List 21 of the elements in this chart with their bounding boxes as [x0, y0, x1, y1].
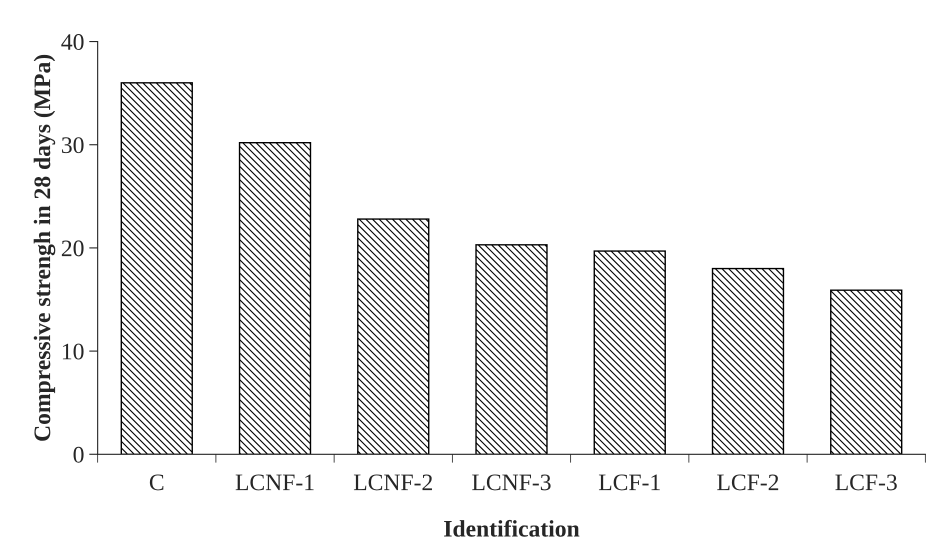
bar	[475, 244, 548, 454]
y-axis-title: Compressive strengh in 28 days (MPa)	[34, 54, 56, 441]
y-tick-label: 40	[61, 34, 84, 50]
x-tick-label: LCNF-1	[236, 474, 314, 490]
bar	[712, 268, 784, 454]
x-tick-label: LCNF-2	[354, 474, 432, 490]
bar	[120, 82, 193, 454]
x-tick-label: LCNF-3	[472, 474, 551, 490]
y-tick-label: 0	[74, 446, 84, 463]
bar	[594, 250, 666, 454]
bar	[357, 218, 430, 454]
bar	[238, 142, 312, 454]
x-tick-label: LCF-1	[598, 474, 660, 490]
y-tick-label: 10	[62, 344, 84, 360]
x-tick-label: C	[150, 474, 164, 490]
x-axis-title: Identification	[444, 520, 580, 537]
y-tick-label: 30	[62, 137, 84, 154]
y-tick-label: 20	[62, 240, 84, 256]
x-tick-label: LCF-3	[835, 474, 897, 490]
bar	[830, 290, 902, 454]
x-tick-label: LCF-2	[717, 474, 778, 490]
